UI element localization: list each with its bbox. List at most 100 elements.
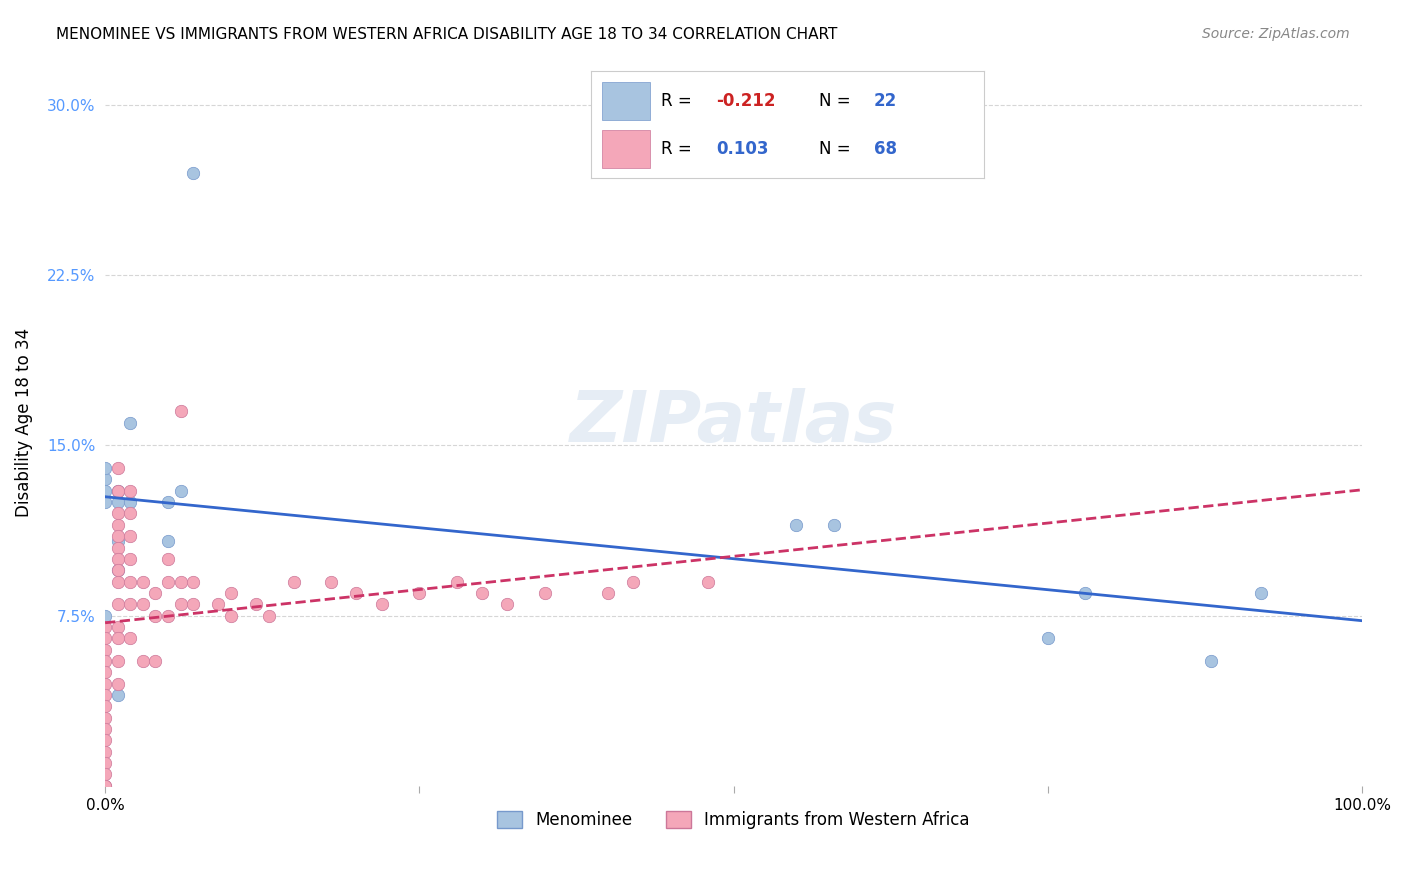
Text: Source: ZipAtlas.com: Source: ZipAtlas.com <box>1202 27 1350 41</box>
Point <box>94 733 117 747</box>
Point <box>596 586 619 600</box>
Y-axis label: Disability Age 18 to 34: Disability Age 18 to 34 <box>15 328 32 517</box>
Point <box>107 483 129 498</box>
Point <box>823 517 845 532</box>
Point <box>107 688 129 702</box>
Point <box>107 563 129 577</box>
Point <box>156 608 179 623</box>
Point <box>107 461 129 475</box>
Point <box>94 620 117 634</box>
Text: 68: 68 <box>875 141 897 159</box>
Text: MENOMINEE VS IMMIGRANTS FROM WESTERN AFRICA DISABILITY AGE 18 TO 34 CORRELATION : MENOMINEE VS IMMIGRANTS FROM WESTERN AFR… <box>56 27 838 42</box>
Point <box>219 586 242 600</box>
Point <box>181 166 204 180</box>
Point <box>94 642 117 657</box>
FancyBboxPatch shape <box>602 130 650 168</box>
Point <box>446 574 468 589</box>
Legend: Menominee, Immigrants from Western Africa: Menominee, Immigrants from Western Afric… <box>491 804 977 836</box>
Point <box>94 676 117 690</box>
Point <box>145 654 167 668</box>
Point <box>94 472 117 486</box>
Point <box>496 597 519 611</box>
Point <box>132 654 155 668</box>
Point <box>107 541 129 555</box>
Point <box>120 632 142 646</box>
Point <box>145 608 167 623</box>
Point <box>145 586 167 600</box>
Point <box>94 722 117 736</box>
Point <box>94 711 117 725</box>
Point <box>471 586 494 600</box>
Point <box>534 586 557 600</box>
Point <box>94 779 117 793</box>
Point <box>94 779 117 793</box>
Point <box>107 676 129 690</box>
Point <box>181 597 204 611</box>
Point <box>120 495 142 509</box>
Point <box>321 574 343 589</box>
Point <box>120 574 142 589</box>
Point <box>107 483 129 498</box>
Point <box>94 632 117 646</box>
Point <box>120 552 142 566</box>
Point <box>621 574 644 589</box>
Point <box>181 574 204 589</box>
Point <box>132 574 155 589</box>
Point <box>94 745 117 759</box>
Point <box>132 597 155 611</box>
Text: 22: 22 <box>875 93 897 111</box>
Point <box>785 517 807 532</box>
Point <box>257 608 280 623</box>
Text: N =: N = <box>818 141 856 159</box>
Text: R =: R = <box>661 93 697 111</box>
Point <box>219 608 242 623</box>
Point <box>94 688 117 702</box>
Point <box>107 620 129 634</box>
Point <box>1250 586 1272 600</box>
Point <box>107 632 129 646</box>
Point <box>107 533 129 548</box>
Point <box>408 586 430 600</box>
Point <box>107 529 129 543</box>
Point <box>107 574 129 589</box>
Text: -0.212: -0.212 <box>717 93 776 111</box>
Point <box>169 574 191 589</box>
Point <box>107 507 129 521</box>
Point <box>169 483 191 498</box>
Point <box>120 597 142 611</box>
Point <box>94 665 117 680</box>
Point <box>346 586 368 600</box>
Point <box>283 574 305 589</box>
Point <box>94 654 117 668</box>
Point <box>1036 632 1059 646</box>
Point <box>156 533 179 548</box>
Point <box>94 608 117 623</box>
Point <box>120 529 142 543</box>
Point <box>94 483 117 498</box>
Point <box>120 507 142 521</box>
Point <box>94 767 117 781</box>
Point <box>120 416 142 430</box>
Point <box>1199 654 1222 668</box>
Point <box>207 597 229 611</box>
FancyBboxPatch shape <box>602 82 650 120</box>
Point <box>169 404 191 418</box>
Point <box>94 699 117 714</box>
Point <box>94 495 117 509</box>
Text: ZIPatlas: ZIPatlas <box>569 388 897 458</box>
Text: R =: R = <box>661 141 697 159</box>
Point <box>107 654 129 668</box>
Point <box>156 574 179 589</box>
Point <box>107 552 129 566</box>
Point <box>107 495 129 509</box>
Text: 0.103: 0.103 <box>717 141 769 159</box>
Point <box>245 597 267 611</box>
Point <box>107 563 129 577</box>
Point <box>156 552 179 566</box>
Point <box>156 495 179 509</box>
Point <box>370 597 392 611</box>
Point <box>697 574 720 589</box>
Point <box>107 517 129 532</box>
Point <box>94 756 117 770</box>
Point <box>169 597 191 611</box>
